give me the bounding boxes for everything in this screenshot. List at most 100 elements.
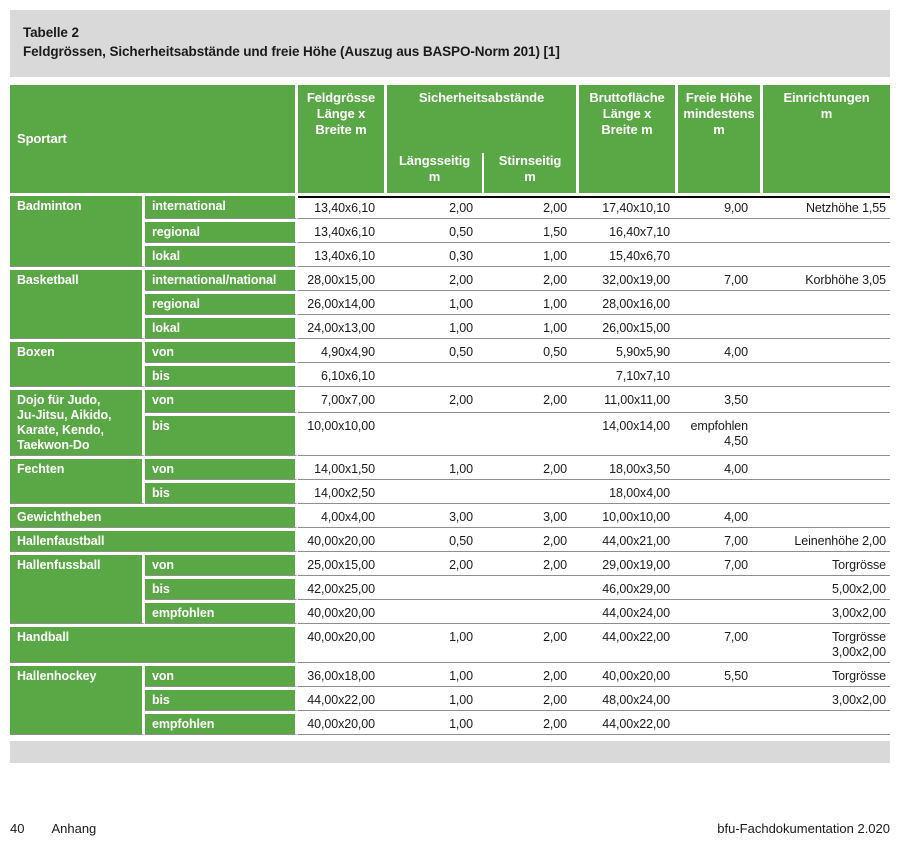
- stirn-value-cell: 2,00: [485, 627, 580, 663]
- feld-value-cell: 42,00x25,00: [298, 579, 388, 600]
- hoehe-value-cell: 4,00: [678, 342, 764, 363]
- brutto-value-cell: 15,40x6,70: [579, 246, 679, 267]
- table-title: Feldgrössen, Sicherheitsabstände und fre…: [23, 44, 560, 59]
- sport-name-cell: Hallenfussball: [10, 555, 145, 624]
- brutto-value-cell: 46,00x29,00: [579, 579, 679, 600]
- laengs-value-cell: 2,00: [387, 390, 486, 414]
- subcategory-cell: von: [145, 666, 299, 687]
- document-page: { "title": { "line1": "Tabelle 2", "line…: [0, 10, 900, 848]
- hoehe-value-cell: [678, 246, 764, 267]
- subcategory-cell: bis: [145, 483, 299, 504]
- einr-value-cell: [763, 246, 891, 267]
- section-name: Anhang: [51, 821, 97, 836]
- feld-value-cell: 6,10x6,10: [298, 366, 388, 387]
- brutto-value-cell: 17,40x10,10: [579, 196, 679, 219]
- hoehe-value-cell: 3,50: [678, 390, 764, 414]
- table-row: bis 42,00x25,00 46,00x29,00 5,00x2,00: [10, 579, 891, 600]
- einr-value-cell: [763, 714, 891, 735]
- brutto-value-cell: 29,00x19,00: [579, 555, 679, 576]
- laengs-value-cell: [387, 483, 486, 504]
- laengs-value-cell: [387, 366, 486, 387]
- laengs-value-cell: 2,00: [387, 270, 486, 291]
- laengs-value-cell: 2,00: [387, 196, 486, 219]
- laengs-value-cell: 1,00: [387, 666, 486, 687]
- laengs-value-cell: 1,00: [387, 294, 486, 315]
- table-row: lokal 13,40x6,10 0,30 1,00 15,40x6,70: [10, 246, 891, 267]
- brutto-value-cell: 11,00x11,00: [579, 390, 679, 414]
- laengs-value-cell: 0,50: [387, 342, 486, 363]
- sports-table: Sportart Feldgrösse Länge x Breite m Sic…: [10, 82, 891, 738]
- header-laengsseitig: Längsseitig m: [398, 153, 471, 184]
- stirn-value-cell: [485, 483, 580, 504]
- einr-value-cell: 3,00x2,00: [763, 603, 891, 624]
- subcategory-cell: lokal: [145, 246, 299, 267]
- feld-value-cell: 25,00x15,00: [298, 555, 388, 576]
- sport-name-cell: Hallenhockey: [10, 666, 145, 735]
- laengs-value-cell: [387, 603, 486, 624]
- feld-value-cell: 14,00x1,50: [298, 459, 388, 480]
- hoehe-value-cell: [678, 222, 764, 243]
- sport-name-cell: Fechten: [10, 459, 145, 504]
- header-sicherheit-label: Sicherheitsabstände: [418, 90, 545, 105]
- feld-value-cell: 10,00x10,00: [298, 416, 388, 456]
- subcategory-cell: von: [145, 390, 299, 414]
- einr-value-cell: [763, 342, 891, 363]
- table-row: regional 13,40x6,10 0,50 1,50 16,40x7,10: [10, 222, 891, 243]
- laengs-value-cell: 0,30: [387, 246, 486, 267]
- table-row: empfohlen 40,00x20,00 44,00x24,00 3,00x2,00: [10, 603, 891, 624]
- header-sicherheitsabstaende: Sicherheitsabstände Längsseitig m Stirns…: [387, 85, 580, 193]
- stirn-value-cell: 2,00: [485, 666, 580, 687]
- stirn-value-cell: 2,00: [485, 714, 580, 735]
- brutto-value-cell: 16,40x7,10: [579, 222, 679, 243]
- brutto-value-cell: 5,90x5,90: [579, 342, 679, 363]
- einr-value-cell: Torgrösse: [763, 666, 891, 687]
- subcategory-cell: bis: [145, 366, 299, 387]
- feld-value-cell: 40,00x20,00: [298, 603, 388, 624]
- hoehe-value-cell: 4,00: [678, 459, 764, 480]
- table-body: Badminton international 13,40x6,10 2,00 2,00…: [10, 196, 891, 735]
- feld-value-cell: 26,00x14,00: [298, 294, 388, 315]
- table-row: lokal 24,00x13,00 1,00 1,00 26,00x15,00: [10, 318, 891, 339]
- brutto-value-cell: 10,00x10,00: [579, 507, 679, 528]
- sport-name-cell: Dojo für Judo, Ju-Jitsu, Aikido, Karate, K…: [10, 390, 145, 456]
- hoehe-value-cell: 4,00: [678, 507, 764, 528]
- header-subcolumn-divider: [482, 153, 485, 193]
- einr-value-cell: [763, 390, 891, 414]
- header-bruttoflaeche: Bruttofläche Länge x Breite m: [579, 85, 679, 193]
- brutto-value-cell: 28,00x16,00: [579, 294, 679, 315]
- brutto-value-cell: 26,00x15,00: [579, 318, 679, 339]
- table-row: bis 6,10x6,10 7,10x7,10: [10, 366, 891, 387]
- stirn-value-cell: 1,00: [485, 294, 580, 315]
- hoehe-value-cell: [678, 714, 764, 735]
- subcategory-cell: von: [145, 459, 299, 480]
- table-row: Boxen von 4,90x4,90 0,50 0,50 5,90x5,90 4,00: [10, 342, 891, 387]
- feld-value-cell: 44,00x22,00: [298, 690, 388, 711]
- hoehe-value-cell: [678, 690, 764, 711]
- feld-value-cell: 40,00x20,00: [298, 627, 388, 663]
- subcategory-cell: empfohlen: [145, 603, 299, 624]
- einr-value-cell: [763, 483, 891, 504]
- feld-value-cell: 4,00x4,00: [298, 507, 388, 528]
- document-name: bfu-Fachdokumentation 2.020: [717, 821, 890, 836]
- feld-value-cell: 40,00x20,00: [298, 531, 388, 552]
- table-row: Hallenhockey von 36,00x18,00 1,00 2,00 40,00x…: [10, 666, 891, 735]
- hoehe-value-cell: [678, 294, 764, 315]
- laengs-value-cell: 2,00: [387, 555, 486, 576]
- brutto-value-cell: 48,00x24,00: [579, 690, 679, 711]
- sport-name-cell: Boxen: [10, 342, 145, 387]
- hoehe-value-cell: [678, 366, 764, 387]
- feld-value-cell: 28,00x15,00: [298, 270, 388, 291]
- header-stirnseitig: Stirnseitig m: [498, 153, 562, 184]
- header-freie-hoehe: Freie Höhe mindestens m: [678, 85, 764, 193]
- table-row: bis 44,00x22,00 1,00 2,00 48,00x24,00 3,00x2,…: [10, 690, 891, 711]
- subcategory-cell: bis: [145, 416, 299, 456]
- table-row: Basketball international/national 28,00x15…: [10, 270, 891, 339]
- table-row: Handball 40,00x20,00 1,00 2,00 44,00x22,00 7,…: [10, 627, 891, 663]
- stirn-value-cell: 2,00: [485, 555, 580, 576]
- stirn-value-cell: 2,00: [485, 270, 580, 291]
- brutto-value-cell: 7,10x7,10: [579, 366, 679, 387]
- einr-value-cell: Torgrösse: [763, 555, 891, 576]
- sport-name-cell: Basketball: [10, 270, 145, 339]
- subcategory-cell: bis: [145, 579, 299, 600]
- feld-value-cell: 4,90x4,90: [298, 342, 388, 363]
